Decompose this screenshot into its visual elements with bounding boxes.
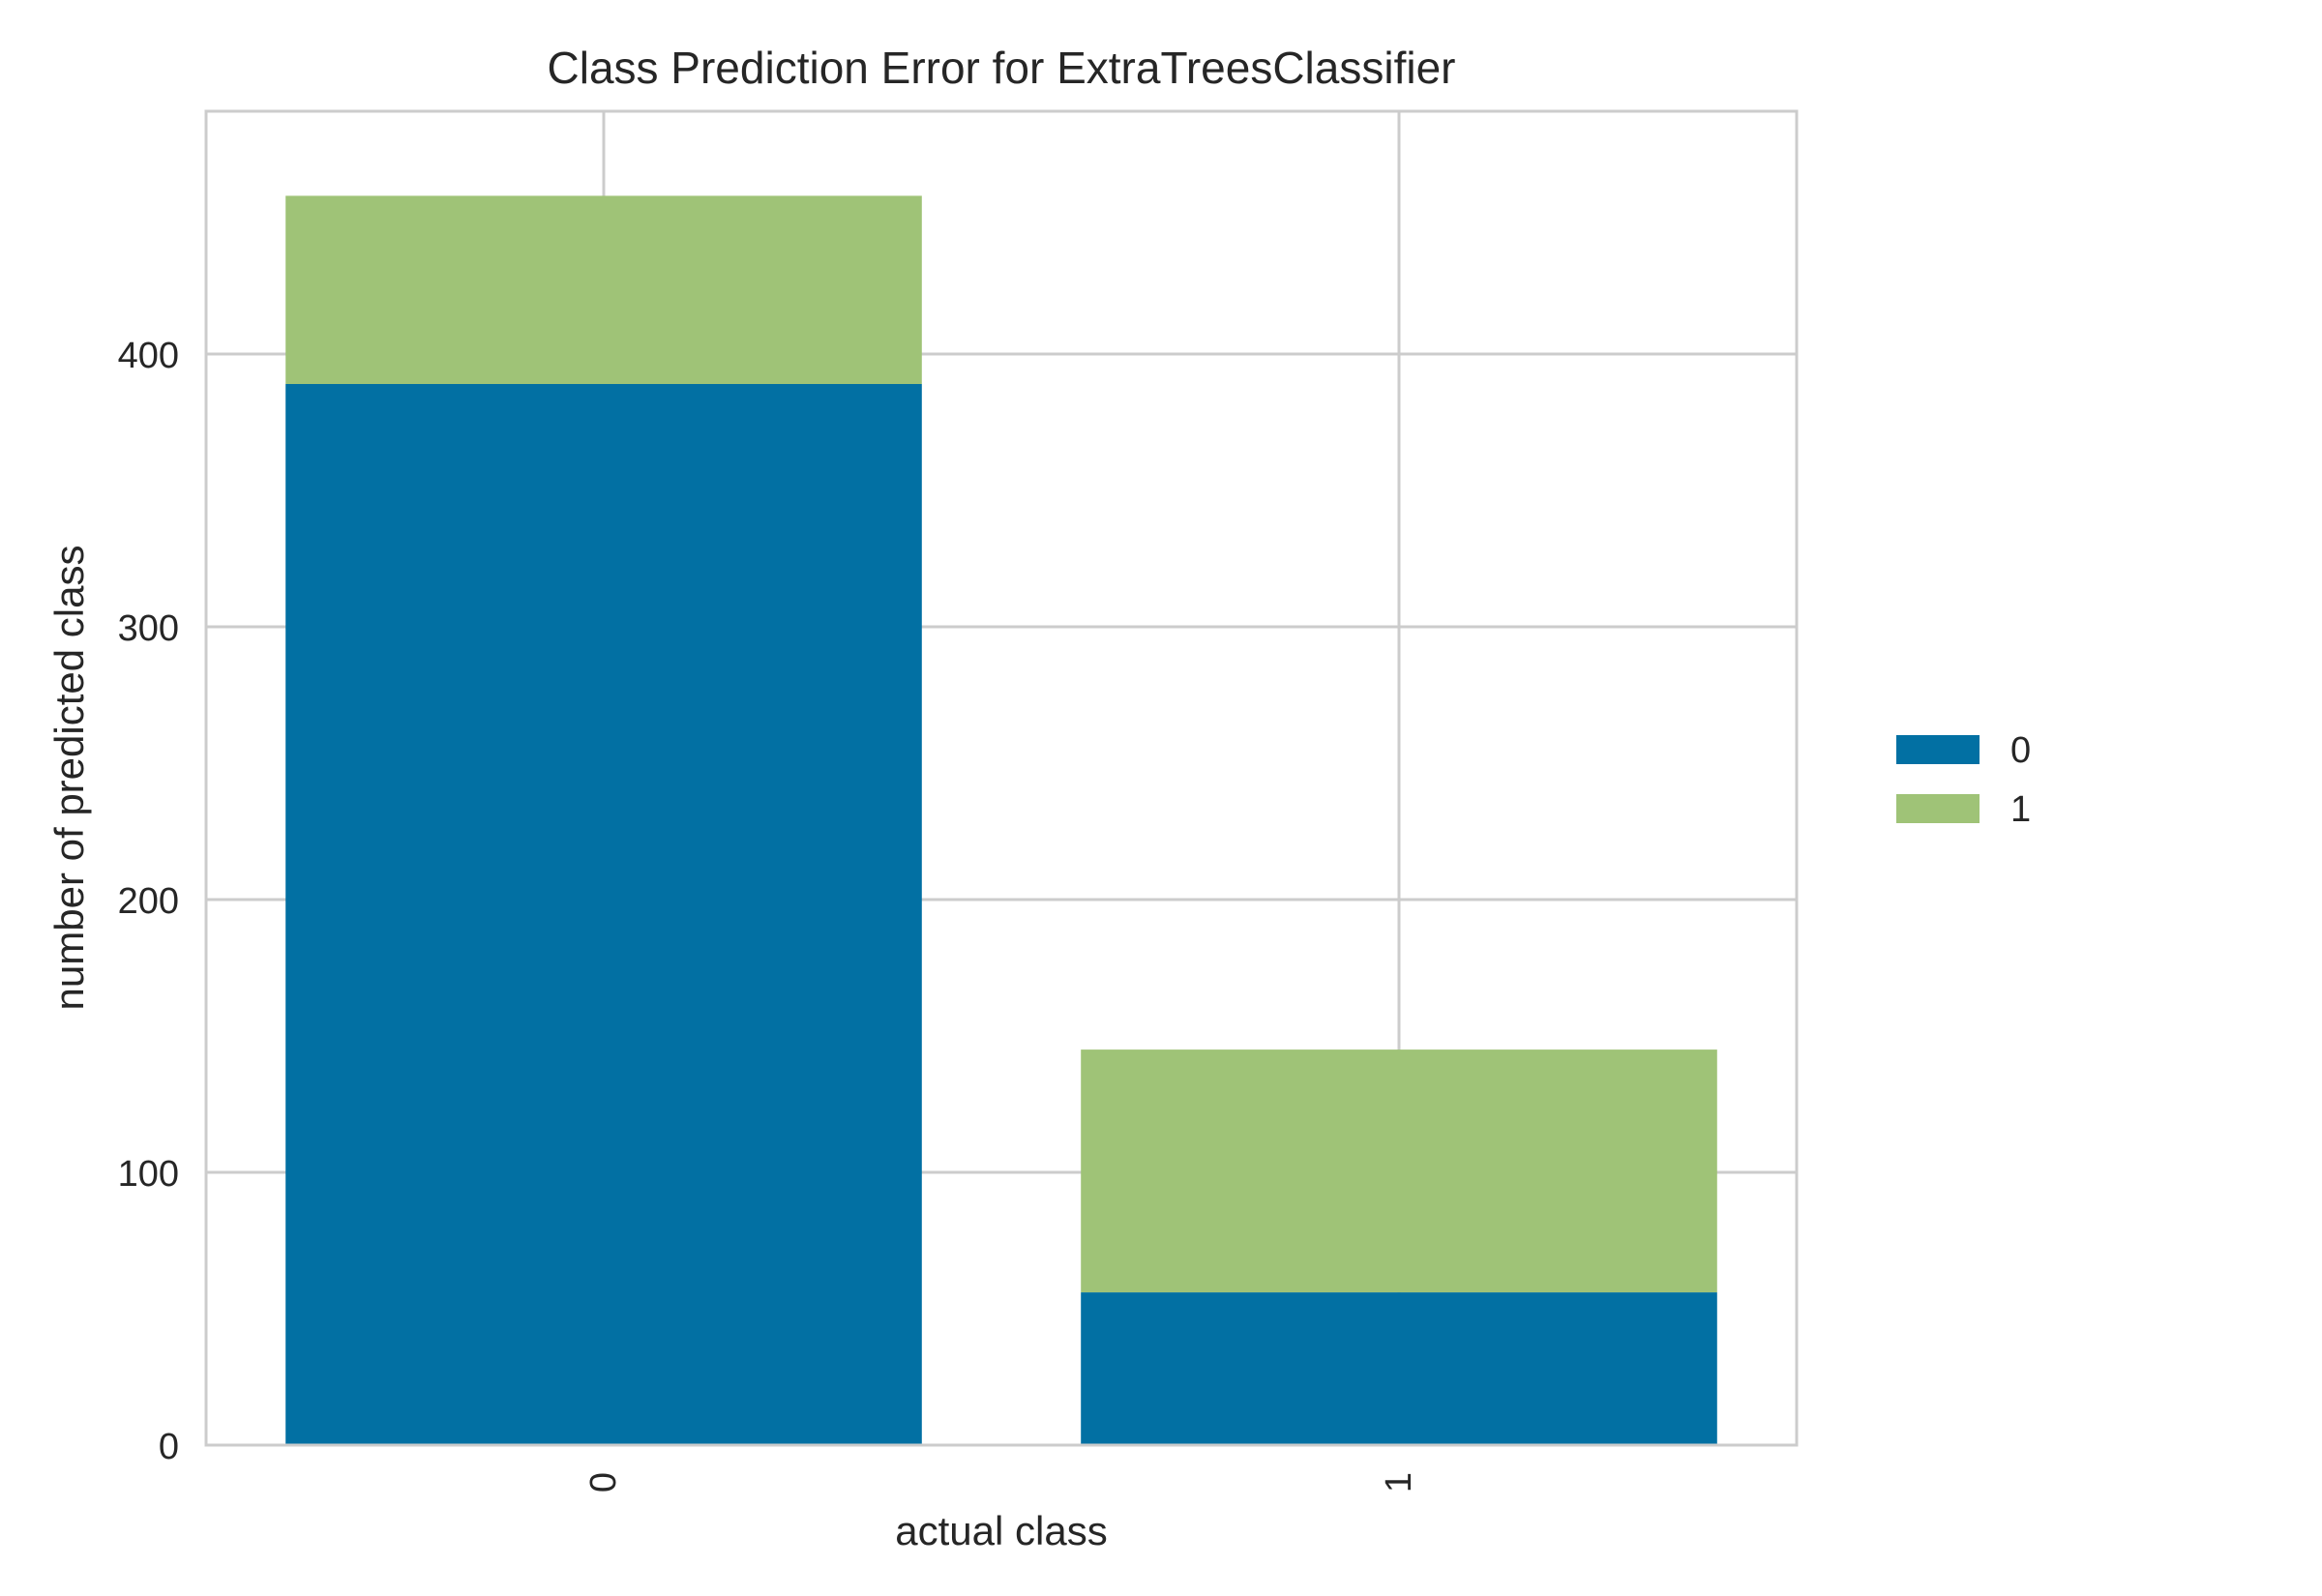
x-axis-label: actual class (895, 1508, 1107, 1553)
plot-frame (204, 109, 1799, 1447)
x-tick-label: 1 (1379, 1472, 1419, 1493)
bar-actual-1-predicted-1 (1081, 1049, 1717, 1293)
y-tick-label: 100 (118, 1154, 179, 1195)
bar-actual-1-predicted-0 (1081, 1292, 1717, 1445)
legend-label: 1 (2010, 789, 2031, 830)
y-tick-label: 400 (118, 336, 179, 376)
y-tick-label: 0 (159, 1427, 179, 1467)
y-tick-labels: 0 100 200 300 400 (118, 336, 179, 1467)
legend-swatch-0 (1896, 735, 1980, 764)
bar-actual-0-predicted-1 (285, 195, 922, 385)
bars (285, 195, 1717, 1445)
chart-title: Class Prediction Error for ExtraTreesCla… (548, 43, 1456, 93)
y-tick-label: 200 (118, 881, 179, 922)
legend-label: 0 (2010, 730, 2031, 771)
bar-actual-0-predicted-0 (285, 384, 922, 1445)
x-tick-label: 0 (583, 1472, 624, 1493)
y-axis-label: number of predicted class (46, 546, 92, 1011)
y-tick-label: 300 (118, 608, 179, 649)
legend-swatch-1 (1896, 794, 1980, 823)
legend: 01 (1896, 730, 2031, 830)
